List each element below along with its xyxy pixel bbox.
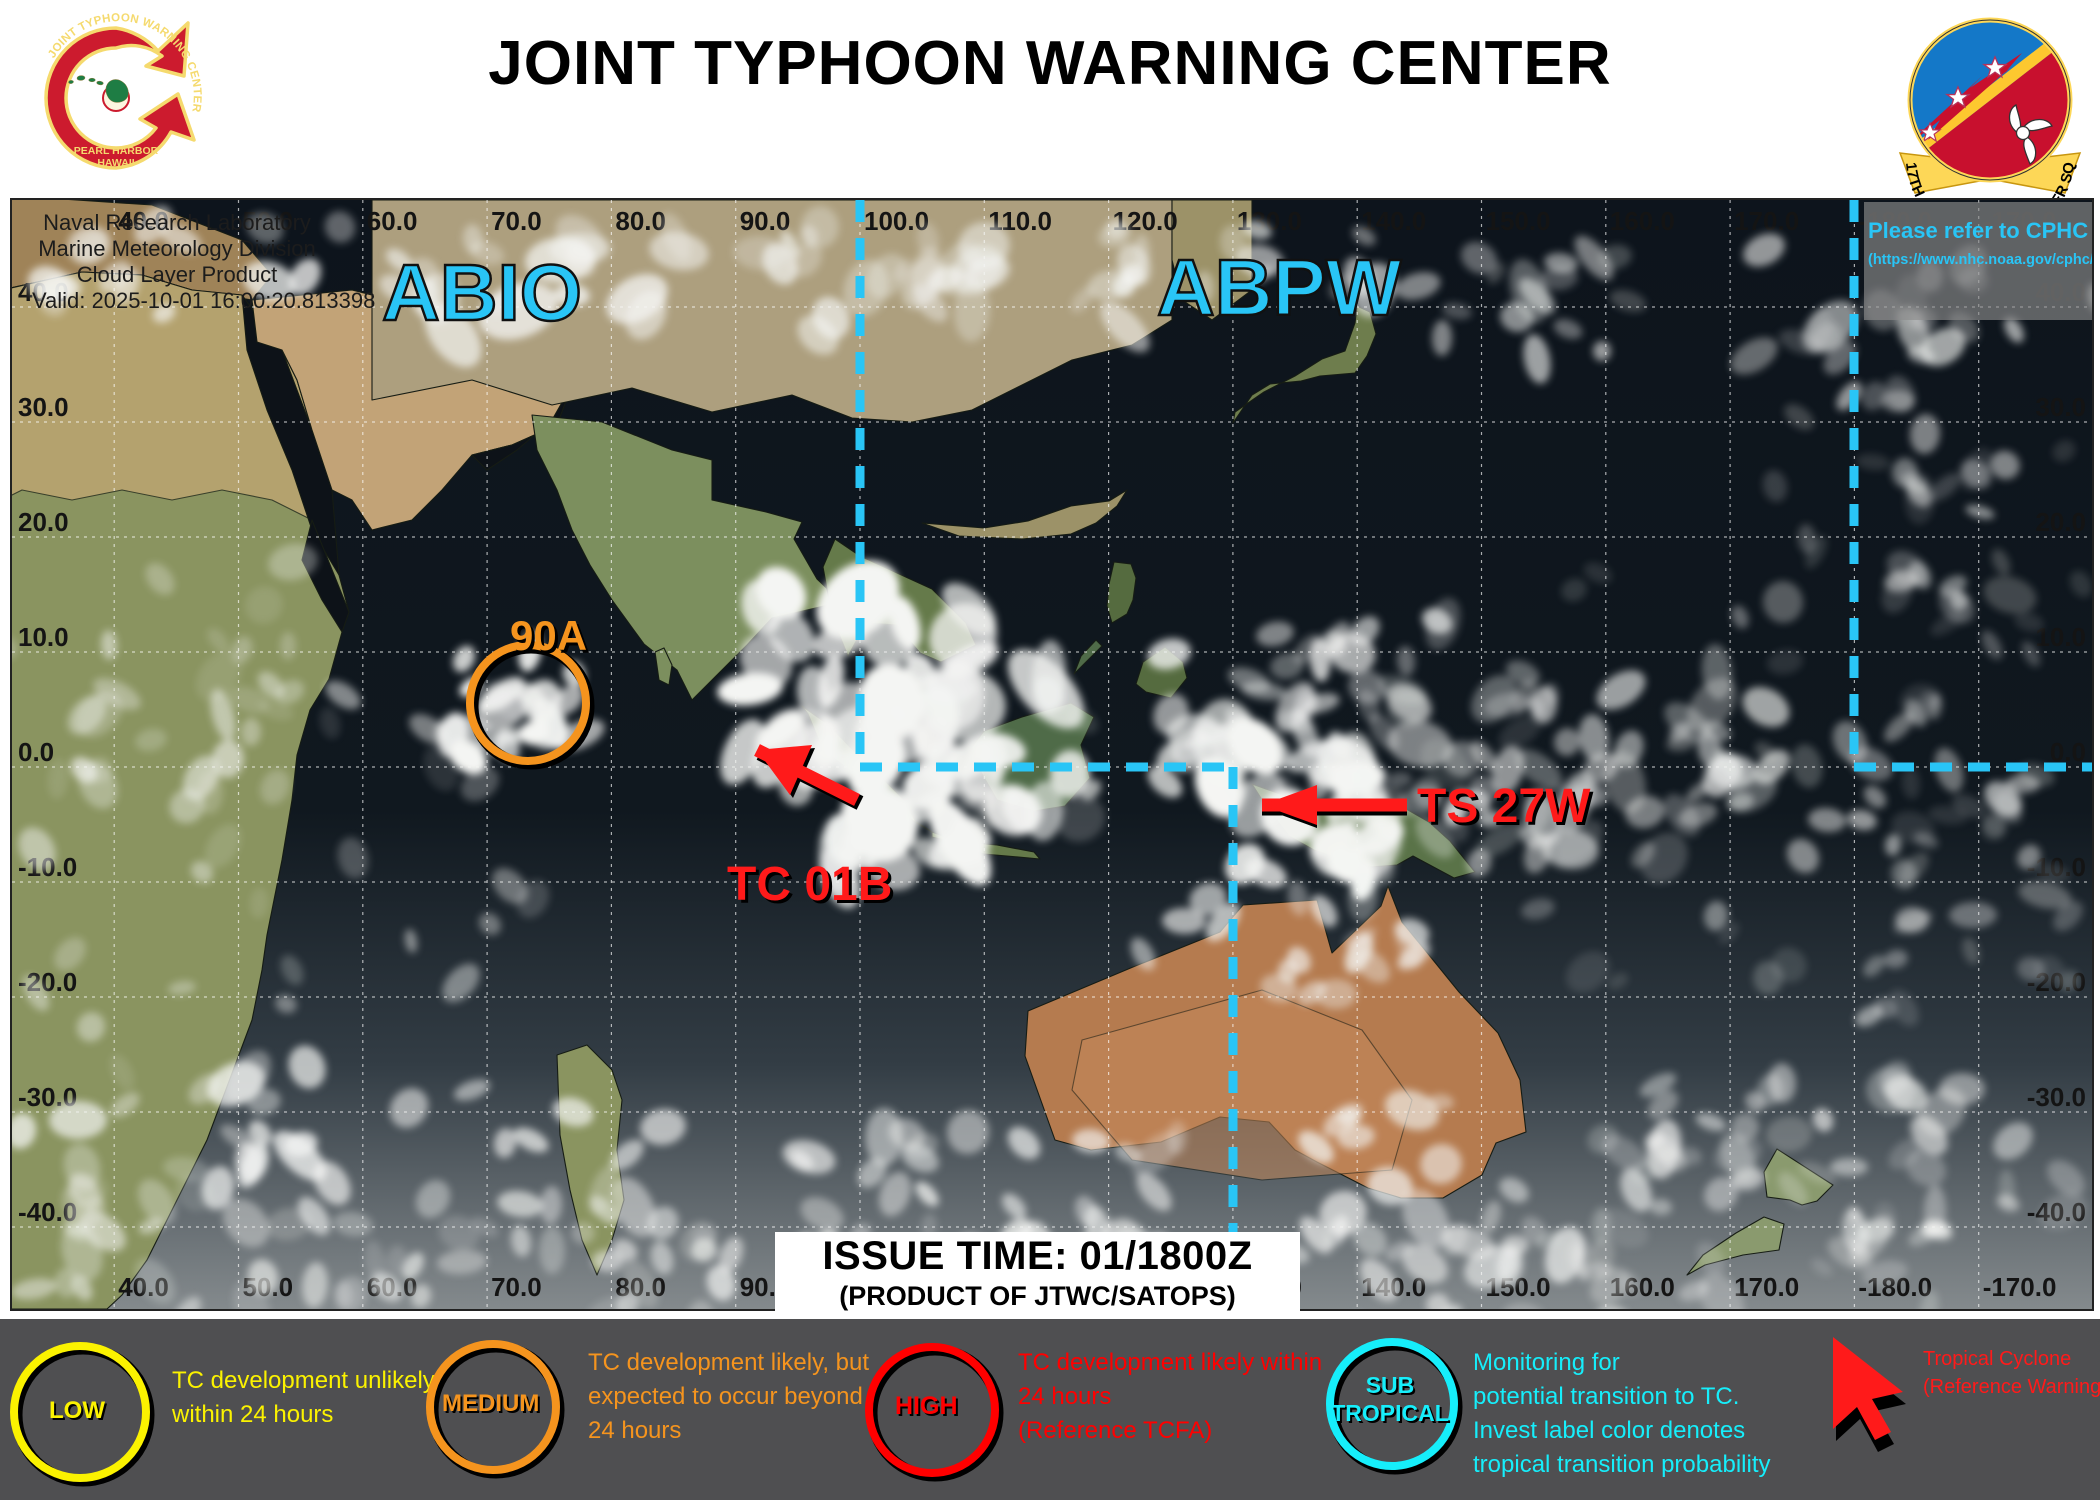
svg-text:160.0: 160.0 — [1610, 206, 1675, 236]
svg-text:170.0: 170.0 — [1734, 206, 1799, 236]
svg-text:ABIO: ABIO — [382, 248, 582, 337]
svg-text:TC development likely within: TC development likely within — [1018, 1349, 1322, 1376]
svg-text:Monitoring for: Monitoring for — [1473, 1349, 1620, 1376]
svg-text:TC development likely, but: TC development likely, but — [588, 1349, 869, 1376]
svg-text:90A: 90A — [510, 612, 587, 659]
svg-text:MEDIUM: MEDIUM — [442, 1390, 539, 1417]
svg-text:70.0: 70.0 — [491, 1272, 542, 1302]
svg-text:(https://www.nhc.noaa.gov/cphc: (https://www.nhc.noaa.gov/cphc/) — [1868, 252, 2092, 268]
svg-text:60.0: 60.0 — [367, 206, 418, 236]
svg-text:0.0: 0.0 — [18, 737, 54, 767]
svg-text:HIGH: HIGH — [895, 1392, 958, 1420]
svg-text:SUB: SUB — [1366, 1372, 1415, 1398]
svg-text:-30.0: -30.0 — [2027, 1082, 2086, 1112]
svg-text:Naval Research Laboratory: Naval Research Laboratory — [43, 210, 311, 235]
svg-text:Please refer to CPHC: Please refer to CPHC — [1868, 218, 2088, 243]
svg-text:HAWAII: HAWAII — [97, 157, 134, 169]
svg-text:20.0: 20.0 — [18, 507, 69, 537]
svg-text:TC development unlikely: TC development unlikely — [172, 1367, 435, 1394]
svg-text:Tropical Cyclone: Tropical Cyclone — [1923, 1348, 2071, 1370]
svg-text:expected to occur beyond: expected to occur beyond — [588, 1383, 863, 1410]
svg-text:(Reference Warning): (Reference Warning) — [1923, 1376, 2100, 1398]
svg-text:TS 27W: TS 27W — [1417, 780, 1591, 833]
svg-text:(Reference TCFA): (Reference TCFA) — [1018, 1417, 1212, 1444]
svg-text:150.0: 150.0 — [1486, 206, 1551, 236]
svg-text:Valid: 2025-10-01 16:00:20.813: Valid: 2025-10-01 16:00:20.813398 — [32, 288, 375, 313]
svg-text:30.0: 30.0 — [2035, 392, 2086, 422]
svg-text:ABPW: ABPW — [1157, 243, 1402, 332]
svg-text:170.0: 170.0 — [1734, 1272, 1799, 1302]
svg-text:Cloud Layer Product: Cloud Layer Product — [77, 262, 278, 287]
svg-text:70.0: 70.0 — [491, 206, 542, 236]
svg-text:LOW: LOW — [49, 1397, 105, 1424]
svg-text:within 24 hours: within 24 hours — [171, 1401, 333, 1428]
svg-text:80.0: 80.0 — [615, 206, 666, 236]
svg-text:30.0: 30.0 — [18, 392, 69, 422]
svg-text:24 hours: 24 hours — [1018, 1383, 1111, 1410]
svg-text:10.0: 10.0 — [18, 622, 69, 652]
svg-text:Marine Meteorology Division: Marine Meteorology Division — [38, 236, 316, 261]
svg-text:24 hours: 24 hours — [588, 1417, 681, 1444]
svg-text:TROPICAL: TROPICAL — [1331, 1400, 1449, 1426]
svg-text:potential transition to TC.: potential transition to TC. — [1473, 1383, 1739, 1410]
svg-text:20.0: 20.0 — [2035, 507, 2086, 537]
svg-text:TC 01B: TC 01B — [727, 858, 892, 911]
svg-text:Invest label color denotes: Invest label color denotes — [1473, 1417, 1745, 1444]
svg-text:-170.0: -170.0 — [1983, 1272, 2057, 1302]
svg-text:PEARL HARBOR: PEARL HARBOR — [74, 145, 159, 157]
svg-text:tropical transition probabilit: tropical transition probability — [1473, 1451, 1770, 1478]
